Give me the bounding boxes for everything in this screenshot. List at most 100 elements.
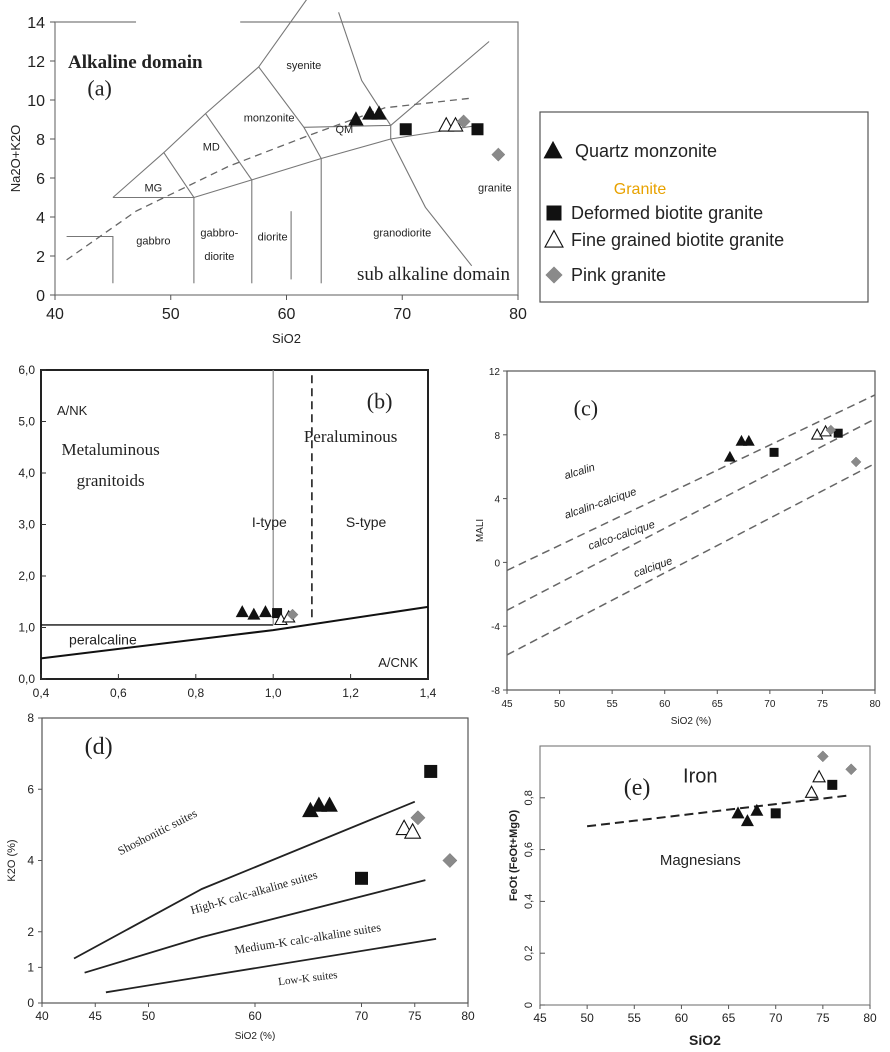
field-label: calco-calcique <box>587 519 657 553</box>
field-label: gabbro- <box>200 228 238 240</box>
y-axis-label: FeOt (FeOt+MgO) <box>508 809 520 901</box>
field-boundary <box>112 151 195 199</box>
field-label: granitoids <box>77 471 145 490</box>
ytick-label: 8 <box>36 132 45 149</box>
alkaline-subalkaline-divide <box>66 97 472 261</box>
field-label: calcique <box>632 555 674 580</box>
y-axis-label: MALI <box>475 519 486 542</box>
point-triangle-filled-2 <box>321 796 338 812</box>
field-label: Metaluminous <box>62 440 160 459</box>
xtick-label: 70 <box>393 306 411 323</box>
ytick-label: 1 <box>27 960 34 974</box>
field-boundary <box>390 138 473 267</box>
point-triangle-filled-2 <box>371 105 387 120</box>
ytick-label: 4 <box>494 495 500 506</box>
ytick-label: 0,8 <box>523 790 535 805</box>
ytick-label: 6 <box>27 782 34 796</box>
shoshonitic-boundary <box>73 800 416 960</box>
x-axis-label: SiO2 <box>689 1032 721 1048</box>
field-label: Shoshonitic suites <box>115 806 199 858</box>
xtick-label: 70 <box>764 699 776 710</box>
point-triangle-filled-1 <box>735 434 748 446</box>
xtick-label: 45 <box>501 699 513 710</box>
field-label: Low-K suites <box>278 969 339 988</box>
ytick-label: 10 <box>27 93 45 110</box>
frame-e <box>539 745 871 1006</box>
point-diamond-gray-1 <box>845 763 857 776</box>
legend-marker-triangle-open <box>544 229 564 248</box>
xtick-label: 1,2 <box>342 686 359 700</box>
legend-box <box>539 111 869 303</box>
point-triangle-filled-2 <box>258 605 272 618</box>
legend-label: Quartz monzonite <box>575 141 717 161</box>
point-square-filled-1 <box>471 123 484 136</box>
legend-marker-square-filled <box>546 205 562 221</box>
point-diamond-gray-0 <box>286 608 299 621</box>
field-label: peralcaline <box>69 631 137 647</box>
point-triangle-open-1 <box>403 822 422 839</box>
medium-k-boundary <box>105 938 437 994</box>
field-label: Iron <box>683 765 717 787</box>
ytick-label: 5,0 <box>18 415 35 429</box>
chart-a: 40 50 60 70 80 0 2 4 6 8 10 12 14 SiO2 Na2O+K2O Alkalin… <box>8 0 527 346</box>
point-square-filled-0 <box>769 447 779 457</box>
point-diamond-gray-0 <box>456 114 471 129</box>
xtick-label: 70 <box>769 1011 783 1025</box>
xtick-label: 80 <box>509 306 527 323</box>
field-boundary <box>303 41 490 128</box>
ytick-label: 2 <box>27 925 34 939</box>
ytick-label: 12 <box>489 367 501 378</box>
panel-label-e: (e) <box>624 775 651 801</box>
xtick-label: 75 <box>817 699 829 710</box>
xtick-label: 75 <box>408 1009 422 1023</box>
calco-calcique-divide <box>506 462 876 656</box>
point-triangle-filled-1 <box>310 796 328 812</box>
point-triangle-filled-1 <box>740 814 754 827</box>
field-label: QM <box>336 124 354 136</box>
point-diamond-gray-1 <box>850 456 862 468</box>
ytick-label: 4 <box>27 854 34 868</box>
point-diamond-gray-1 <box>442 852 458 869</box>
xtick-label: 60 <box>659 699 671 710</box>
field-label: syenite <box>286 60 321 72</box>
xtick-label: 75 <box>816 1011 830 1025</box>
ytick-label: -8 <box>491 686 500 697</box>
ytick-label: 3,0 <box>18 518 35 532</box>
ytick-label: 0,4 <box>523 894 535 909</box>
panel-label-d: (d) <box>85 734 113 760</box>
ytick-label: 12 <box>27 54 45 71</box>
field-label: alcalin-calcique <box>563 486 638 522</box>
xtick-label: 45 <box>533 1011 547 1025</box>
ytick-label: 0,0 <box>18 672 35 686</box>
ytick-label: 0 <box>36 288 45 305</box>
xtick-label: 65 <box>722 1011 736 1025</box>
xtick-label: 65 <box>712 699 724 710</box>
xtick-label: 70 <box>355 1009 369 1023</box>
high-k-boundary <box>84 879 426 974</box>
xtick-label: 50 <box>162 306 180 323</box>
point-triangle-filled-1 <box>247 607 261 620</box>
chart-d: 40 45 50 60 70 75 80 0 1 2 4 6 8 SiO2 (%) K2O (%) Shosh… <box>6 711 475 1042</box>
xtick-label: 40 <box>46 306 64 323</box>
peralkaline-boundary <box>40 605 429 660</box>
xtick-label: 80 <box>869 699 881 710</box>
ytick-label: 0,2 <box>523 946 535 961</box>
ytick-label: -4 <box>491 622 500 633</box>
ytick-label: 0,6 <box>523 842 535 857</box>
field-boundary <box>163 0 307 154</box>
frame-c <box>506 370 876 691</box>
point-diamond-gray-0 <box>817 750 829 763</box>
point-triangle-open-0 <box>810 427 824 440</box>
ytick-label: 0 <box>27 996 34 1010</box>
xtick-label: 80 <box>461 1009 475 1023</box>
xtick-label: 1,0 <box>265 686 282 700</box>
legend-label: Deformed biotite granite <box>571 203 763 223</box>
field-label: High-K calc-alkaline suites <box>189 867 319 917</box>
field-label: Peraluminous <box>304 427 398 446</box>
field-label: monzonite <box>244 112 295 124</box>
point-square-filled-1 <box>833 428 843 438</box>
y-axis-label: K2O (%) <box>6 839 18 881</box>
chart-b: 0,4 0,6 0,8 1,0 1,2 1,4 0,0 1,0 2,0 3,0 4,0 5,0 6,0 A… <box>18 363 436 700</box>
alcalin-calcique-divide <box>506 418 876 611</box>
